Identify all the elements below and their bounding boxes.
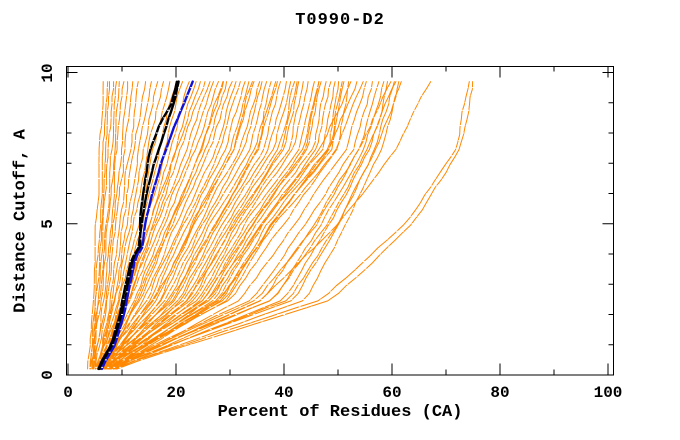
- prediction-curve: [104, 81, 224, 370]
- x-tick-label: 20: [166, 384, 186, 402]
- prediction-curve: [116, 81, 367, 370]
- highlight-curve-black: [98, 80, 179, 371]
- prediction-curve: [112, 81, 358, 370]
- prediction-curve: [107, 81, 278, 370]
- prediction-curve: [105, 81, 352, 370]
- prediction-curve: [105, 81, 385, 370]
- prediction-curve: [103, 81, 263, 370]
- prediction-curve: [94, 81, 228, 370]
- y-axis-label: Distance Cutoff, A: [11, 129, 31, 313]
- prediction-curve: [112, 81, 287, 370]
- prediction-curve: [95, 81, 246, 370]
- prediction-curve: [101, 81, 364, 370]
- prediction-curve: [113, 81, 470, 370]
- prediction-curve: [99, 81, 177, 370]
- y-tick-label: 5: [39, 218, 57, 229]
- prediction-curve: [94, 81, 129, 370]
- prediction-curve: [97, 81, 159, 370]
- prediction-curve: [97, 81, 147, 370]
- x-tick-label: 100: [593, 384, 623, 402]
- prediction-curve: [115, 81, 400, 370]
- prediction-curve: [87, 81, 104, 370]
- highlight-curve-blue: [100, 80, 194, 371]
- x-tick-label: 40: [274, 384, 294, 402]
- prediction-curve: [99, 81, 309, 370]
- prediction-curve: [95, 81, 134, 370]
- prediction-curve: [108, 81, 296, 370]
- prediction-curve: [99, 81, 164, 370]
- prediction-curve: [92, 81, 120, 370]
- prediction-curve: [113, 81, 380, 370]
- prediction-curve: [114, 81, 304, 370]
- prediction-curve: [101, 81, 345, 370]
- prediction-curve: [109, 81, 395, 370]
- prediction-curve: [99, 81, 281, 370]
- x-tick-label: 80: [490, 384, 510, 402]
- prediction-curve: [92, 81, 115, 370]
- prediction-curve: [108, 81, 392, 370]
- prediction-curve: [96, 81, 139, 370]
- plot-border: [66, 66, 614, 376]
- prediction-curve: [112, 81, 402, 370]
- prediction-curve: [115, 81, 397, 370]
- prediction-curve: [97, 81, 292, 370]
- prediction-curve: [110, 81, 350, 370]
- prediction-curve: [103, 81, 320, 370]
- prediction-curve: [102, 81, 219, 370]
- prediction-curve: [94, 81, 206, 370]
- x-axis-label: Percent of Residues (CA): [217, 403, 463, 422]
- prediction-curve: [100, 81, 300, 370]
- prediction-curve: [89, 81, 110, 370]
- prediction-curve: [91, 81, 117, 370]
- prediction-curve: [110, 81, 268, 370]
- prediction-curve: [110, 81, 432, 370]
- prediction-curve: [116, 81, 474, 370]
- y-tick-label: 10: [39, 62, 57, 83]
- prediction-curve: [109, 81, 255, 370]
- axis-ticks: [66, 66, 614, 376]
- prediction-curve: [98, 81, 261, 370]
- prediction-curve: [107, 81, 253, 370]
- prediction-curve: [99, 81, 277, 370]
- chart-title: T0990-D2: [295, 11, 385, 30]
- x-tick-label: 60: [382, 384, 402, 402]
- prediction-curve: [89, 81, 109, 370]
- prediction-curve: [93, 81, 125, 370]
- prediction-curve: [109, 81, 241, 370]
- prediction-curve: [97, 81, 237, 370]
- prediction-curve: [107, 81, 373, 370]
- y-tick-label: 0: [39, 370, 57, 380]
- x-tick-label: 0: [63, 384, 73, 402]
